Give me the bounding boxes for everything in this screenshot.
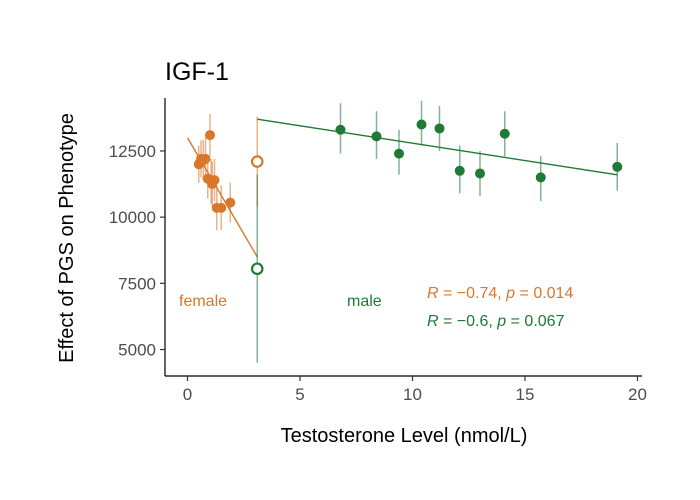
x-tick-label: 5 (295, 385, 304, 404)
series-male (250, 100, 623, 363)
data-point (434, 123, 445, 134)
data-point (205, 130, 215, 141)
data-point (475, 168, 485, 179)
y-tick-label: 5000 (118, 341, 156, 360)
x-tick-label: 0 (183, 385, 192, 404)
data-point (225, 197, 236, 208)
x-axis-title: Testosterone Level (nmol/L) (281, 425, 528, 447)
data-point (394, 148, 404, 159)
regression-line (257, 118, 618, 176)
x-tick-label: 10 (403, 385, 422, 404)
y-tick-label: 7500 (118, 274, 156, 293)
data-point-outlier (250, 262, 264, 276)
female-group-label: female (179, 293, 227, 310)
data-point (416, 119, 427, 130)
x-tick-label: 15 (516, 385, 535, 404)
female-stat-label: R = −0.74, p = 0.014 (427, 285, 573, 302)
data-point (454, 165, 465, 176)
male-stat-label: R = −0.6, p = 0.067 (427, 313, 565, 330)
data-point (499, 128, 510, 139)
y-tick-label: 12500 (109, 142, 156, 161)
data-point (335, 124, 346, 135)
x-tick-label: 20 (628, 385, 647, 404)
data-point (209, 175, 220, 186)
plot-area (186, 100, 623, 363)
data-point (535, 172, 546, 183)
data-point (216, 202, 227, 213)
y-tick-label: 10000 (109, 208, 156, 227)
data-point (612, 161, 623, 172)
y-axis-title: Effect of PGS on Phenotype (56, 113, 78, 363)
y-ticks: 5000 7500 10000 12500 (109, 142, 165, 360)
data-point (200, 153, 211, 164)
data-point-outlier (250, 155, 264, 168)
x-ticks: 0 5 10 15 20 (183, 376, 647, 404)
chart-title: IGF-1 (165, 58, 229, 86)
male-group-label: male (347, 293, 382, 310)
data-point (371, 131, 382, 142)
series-female (186, 113, 264, 258)
